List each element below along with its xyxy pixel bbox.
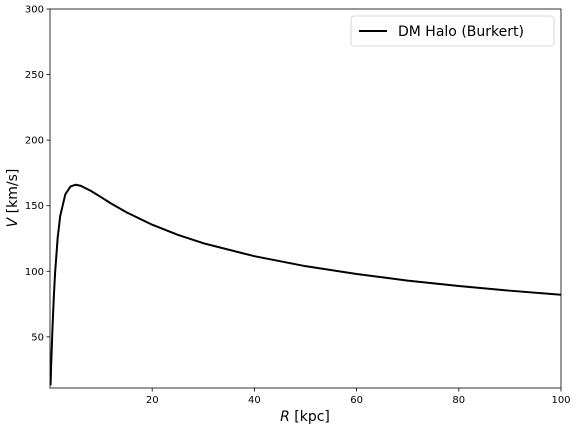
x-tick-label: 100: [551, 395, 570, 406]
axes-frame: [49, 8, 562, 389]
legend-label: DM Halo (Burkert): [398, 24, 524, 40]
legend-box: [350, 15, 555, 47]
x-tick-label: 60: [350, 395, 363, 406]
x-axis-label: R [kpc]: [280, 409, 330, 425]
y-label-symbol: V: [5, 216, 21, 227]
x-tick-label: 40: [248, 395, 261, 406]
y-tick-label: 150: [25, 201, 44, 212]
y-tick-label: 50: [31, 332, 44, 343]
y-tick-label: 250: [25, 70, 44, 81]
x-tick-label: 20: [146, 395, 159, 406]
x-label-symbol: R: [280, 409, 290, 425]
x-tick-label: 80: [452, 395, 465, 406]
y-tick-label: 200: [25, 136, 44, 147]
y-tick-label: 100: [25, 267, 44, 278]
y-axis-label: V [km/s]: [5, 169, 21, 228]
series-line: [50, 183, 561, 386]
y-label-unit: [km/s]: [5, 169, 21, 214]
y-tick-label: 300: [25, 5, 44, 16]
x-label-unit: [kpc]: [294, 409, 330, 425]
